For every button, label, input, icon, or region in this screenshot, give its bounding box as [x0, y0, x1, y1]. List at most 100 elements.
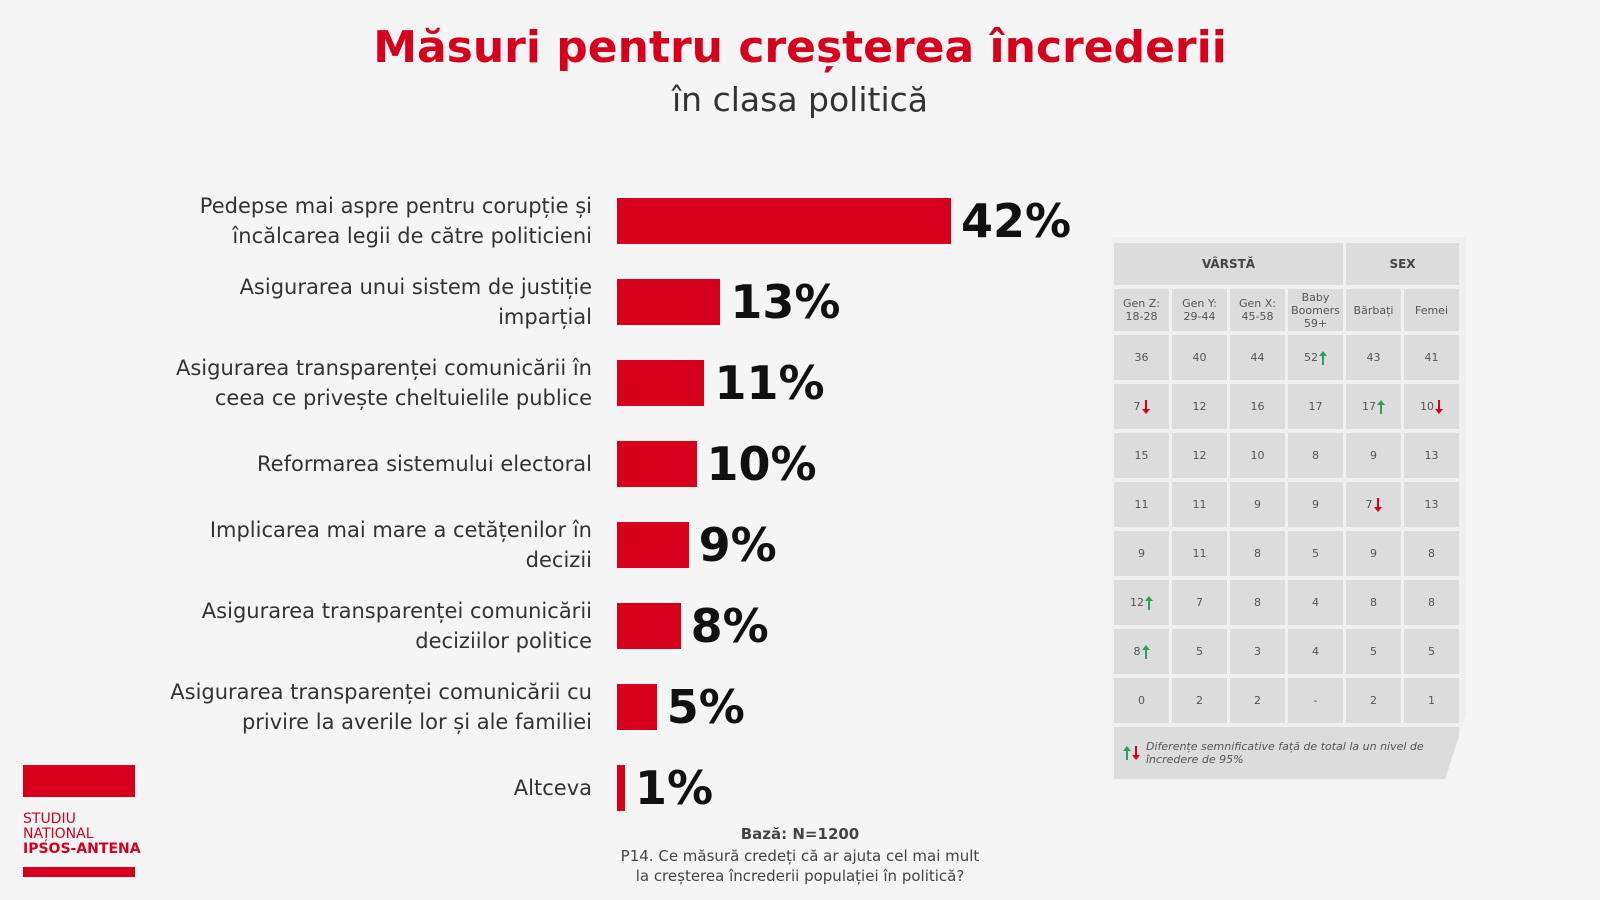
- value-label: 5%: [666, 680, 745, 734]
- table-cell: 8: [1230, 531, 1285, 576]
- footer-question: la creșterea încrederii populației în po…: [635, 867, 965, 885]
- value-label: 10%: [706, 437, 817, 491]
- cell-value: 52: [1304, 351, 1318, 364]
- table-cell: 8: [1404, 580, 1459, 625]
- cell-value: 8: [1254, 596, 1261, 609]
- category-label: Asigurarea transparenței comunicării cu …: [170, 680, 592, 734]
- bar: [617, 279, 721, 325]
- cell-value: 2: [1370, 694, 1377, 707]
- table-cell: 0: [1114, 678, 1169, 723]
- cell-value: 9: [1138, 547, 1145, 560]
- significance-arrow: [1141, 644, 1150, 659]
- table-column-header: Gen X: 45-58: [1230, 289, 1285, 331]
- footer-question: P14. Ce măsură credeți că ar ajuta cel m…: [620, 847, 980, 865]
- category-label: Reformarea sistemului electoral: [257, 452, 592, 476]
- cell-value: 41: [1424, 351, 1439, 364]
- value-label: 13%: [730, 275, 841, 329]
- table-cell: 5: [1404, 629, 1459, 674]
- bar: [617, 603, 681, 649]
- significance-arrow: [1132, 746, 1140, 760]
- cell-value: 5: [1428, 645, 1435, 658]
- significance-arrow: [1123, 746, 1131, 760]
- table-cell: 8: [1346, 580, 1401, 625]
- table-cell: 16: [1230, 384, 1285, 429]
- table-cell: 17: [1346, 384, 1401, 429]
- cell-value: 5: [1312, 547, 1319, 560]
- logo-bar: [23, 765, 135, 797]
- table-group-header: VÂRSTĂ: [1114, 243, 1343, 285]
- table-cell: 7: [1346, 482, 1401, 527]
- cell-value: 0: [1138, 694, 1145, 707]
- logo-bar: [23, 867, 135, 877]
- logo-text: STUDIU: [23, 811, 76, 827]
- value-label: 8%: [690, 599, 769, 653]
- table-cell: 7: [1114, 384, 1169, 429]
- cell-value: 13: [1424, 498, 1439, 511]
- cell-value: 8: [1428, 596, 1435, 609]
- bar: [617, 360, 705, 406]
- bar: [617, 441, 697, 487]
- cell-value: 8: [1370, 596, 1377, 609]
- table-cell: 2: [1230, 678, 1285, 723]
- cell-value: 15: [1134, 449, 1149, 462]
- category-label: Asigurarea unui sistem de justiție impar…: [239, 275, 592, 329]
- breakdown-table: VÂRSTĂ SEX Gen Z: 18-28 Gen Y: 29-44 Gen X: …: [1112, 237, 1466, 780]
- cell-value: 10: [1250, 449, 1265, 462]
- table-cell: 4: [1288, 629, 1343, 674]
- significance-arrow: [1377, 399, 1385, 414]
- significance-arrow: [1373, 497, 1382, 512]
- cell-value: 11: [1192, 498, 1207, 511]
- table-cell: -: [1288, 678, 1343, 723]
- table-cell: 2: [1346, 678, 1401, 723]
- cell-value: 7: [1133, 400, 1141, 413]
- table-cell: 13: [1404, 433, 1459, 478]
- table-cell: 12: [1114, 580, 1169, 625]
- table-cell: 3: [1230, 629, 1285, 674]
- cell-value: 8: [1428, 547, 1435, 560]
- logo-text: NAȚIONAL: [23, 826, 94, 842]
- table-cell: 8: [1230, 580, 1285, 625]
- cell-value: 16: [1250, 400, 1265, 413]
- cell-value: 36: [1134, 351, 1149, 364]
- table-cell: 17: [1288, 384, 1343, 429]
- significance-arrow: [1141, 399, 1150, 414]
- table-cell: 9: [1114, 531, 1169, 576]
- table-cell: 41: [1404, 335, 1459, 380]
- table-cell: 40: [1172, 335, 1227, 380]
- category-label: Implicarea mai mare a cetățenilor în dec…: [209, 518, 592, 572]
- cell-value: 40: [1192, 351, 1207, 364]
- table-cell: 8: [1404, 531, 1459, 576]
- table-cell: 9: [1346, 433, 1401, 478]
- table-legend: Diferențe semnificative față de total la…: [1114, 727, 1459, 779]
- logo-text: IPSOS-ANTENA: [23, 841, 141, 857]
- chart-title: Măsuri pentru creșterea încrederii: [373, 22, 1227, 73]
- cell-value: 2: [1196, 694, 1203, 707]
- table-cell: 8: [1288, 433, 1343, 478]
- table-cell: 43: [1346, 335, 1401, 380]
- cell-value: 8: [1133, 645, 1141, 658]
- value-label: 9%: [698, 518, 777, 572]
- table-cell: 52: [1288, 335, 1343, 380]
- cell-value: 17: [1308, 400, 1323, 413]
- bar: [617, 522, 689, 568]
- table-cell: 1: [1404, 678, 1459, 723]
- cell-value: 2: [1254, 694, 1261, 707]
- footer-base: Bază: N=1200: [740, 825, 860, 843]
- table-cell: 4: [1288, 580, 1343, 625]
- chart-subtitle: în clasa politică: [672, 80, 928, 119]
- significance-arrow: [1145, 595, 1153, 610]
- table-cell: 12: [1172, 433, 1227, 478]
- table-cell: 10: [1230, 433, 1285, 478]
- cell-value: 43: [1366, 351, 1381, 364]
- cell-value: 13: [1424, 449, 1439, 462]
- cell-value: 8: [1254, 547, 1261, 560]
- bar: [617, 198, 951, 244]
- value-label: 11%: [714, 356, 825, 410]
- table-cell: 11: [1172, 482, 1227, 527]
- cell-value: 12: [1130, 596, 1144, 609]
- bar: [617, 765, 625, 811]
- table-cell: 5: [1346, 629, 1401, 674]
- table-group-header: SEX: [1346, 243, 1459, 285]
- table-cell: 7: [1172, 580, 1227, 625]
